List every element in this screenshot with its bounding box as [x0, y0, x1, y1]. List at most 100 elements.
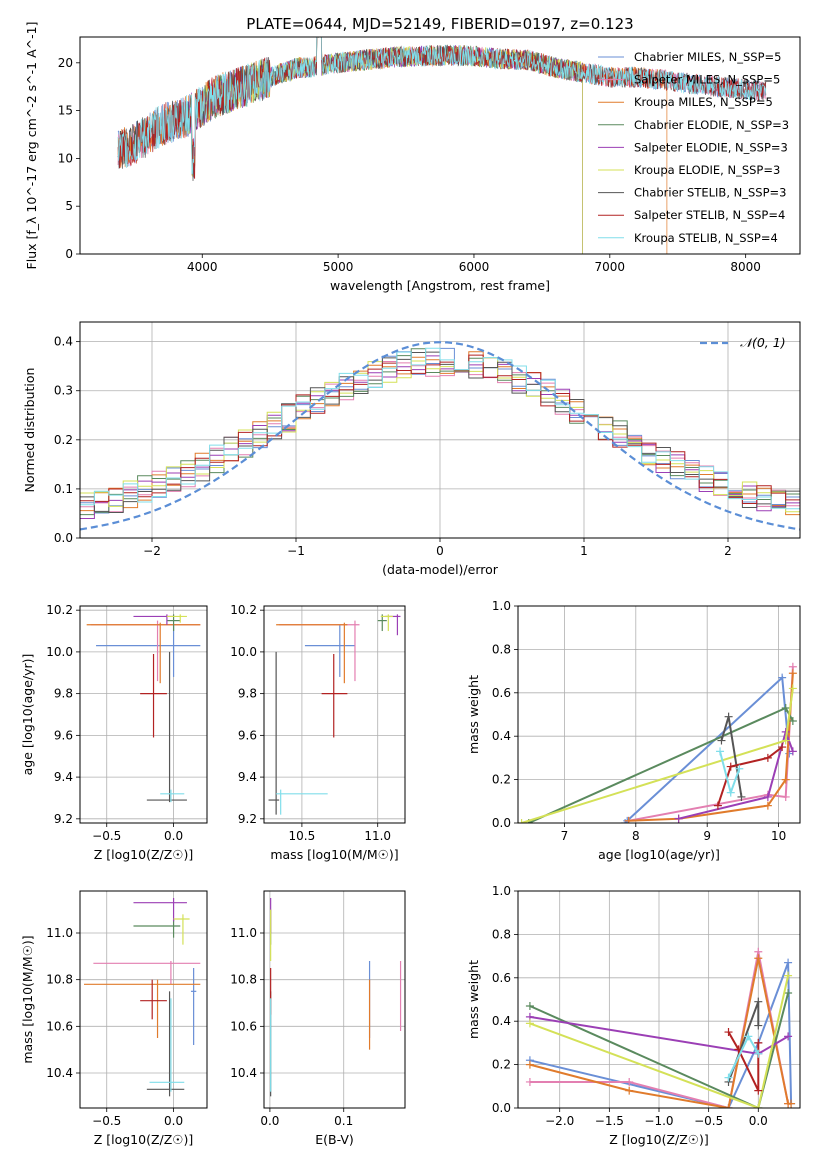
x-axis-label: mass [log10(M/M☉)] — [270, 847, 398, 862]
y-tick-label: 10.4 — [46, 1066, 73, 1080]
y-tick-label: 20 — [58, 56, 73, 70]
errorbar-point — [321, 653, 348, 738]
y-tick-label: 9.2 — [238, 812, 257, 826]
errorbar-point — [190, 968, 197, 1045]
mass-weight-point-marker — [788, 684, 797, 693]
errorbar-point — [380, 614, 393, 632]
figure-title: PLATE=0644, MJD=52149, FIBERID=0197, z=0… — [246, 15, 633, 33]
y-tick-label: 0.4 — [492, 1014, 511, 1028]
axes-frame — [79, 890, 208, 1109]
x-tick-label: 8 — [632, 829, 640, 843]
y-tick-label: 11.0 — [230, 926, 257, 940]
x-tick-label: 0.0 — [164, 829, 183, 843]
y-axis-label: age [log10(age/yr)] — [20, 654, 35, 776]
legend-entry: Kroupa STELIB, N_SSP=4 — [634, 231, 778, 245]
y-axis-label: Normed distribution — [22, 368, 37, 493]
y-axis-label: mass weight — [466, 675, 481, 754]
x-tick-label: 2 — [724, 544, 732, 558]
errorbar-point — [173, 914, 190, 945]
y-tick-label: 0.0 — [54, 531, 73, 545]
errorbar-point — [160, 789, 185, 803]
legend-entry: 𝒩(0, 1) — [740, 335, 786, 350]
x-tick-label: 5000 — [323, 260, 354, 274]
legend-entry: Chabrier ELODIE, N_SSP=3 — [634, 118, 789, 132]
y-tick-label: 10.4 — [230, 1066, 257, 1080]
y-tick-label: 0.3 — [54, 384, 73, 398]
mass-weight-point-marker — [763, 753, 772, 762]
x-tick-label: −0.5 — [92, 829, 121, 843]
y-tick-label: 0.2 — [54, 433, 73, 447]
x-axis-label: Z [log10(Z/Z☉)] — [94, 847, 194, 862]
errorbar-point — [385, 614, 401, 636]
mass-weight-point-marker — [784, 958, 793, 967]
mass-weight-series-line — [624, 675, 791, 823]
y-axis-label: mass [log10(M/M☉)] — [20, 935, 35, 1063]
mass-weight-series-line — [521, 688, 794, 823]
y-tick-label: 10.8 — [230, 973, 257, 987]
mass-weight-point-marker — [518, 819, 526, 823]
mass-weight-point-marker — [788, 717, 797, 726]
mass-weight-point-marker — [784, 971, 793, 980]
y-tick-label: 1.0 — [492, 599, 511, 613]
y-tick-label: 9.8 — [238, 687, 257, 701]
axes-frame — [263, 890, 406, 1109]
mass-weight-series-line — [678, 728, 794, 820]
y-tick-label: 0.6 — [492, 971, 511, 985]
y-tick-label: 10.2 — [46, 603, 73, 617]
legend-entry: Chabrier MILES, N_SSP=5 — [634, 50, 781, 64]
x-tick-label: 0.0 — [749, 1114, 768, 1128]
y-tick-label: 10.0 — [230, 645, 257, 659]
mass-weight-point-marker — [735, 764, 744, 773]
errorbar-point — [166, 614, 187, 623]
residual-histogram-step — [80, 347, 800, 510]
errorbar-point — [93, 961, 201, 985]
y-tick-label: 0.2 — [492, 1058, 511, 1072]
x-tick-label: 7000 — [595, 260, 626, 274]
mass-weight-point-marker — [778, 743, 787, 752]
axes-frame — [517, 605, 801, 824]
legend-entry: Kroupa ELODIE, N_SSP=3 — [634, 163, 780, 177]
errorbar-point — [96, 624, 201, 677]
legend-entry: Kroupa MILES, N_SSP=5 — [634, 95, 773, 109]
mass-weight-point-marker — [754, 997, 763, 1006]
y-tick-label: 0.4 — [492, 729, 511, 743]
mass-weight-point-marker — [754, 1038, 763, 1047]
mass-weight-point-marker — [525, 1019, 534, 1028]
x-tick-label: 10 — [771, 829, 786, 843]
errorbar-point — [276, 622, 348, 684]
y-tick-label: 10.2 — [230, 603, 257, 617]
x-axis-label: Z [log10(Z/Z☉)] — [94, 1132, 194, 1147]
errorbar-point — [84, 979, 201, 1038]
axes-age_vs_Z: −0.5 0.0 9.2 9.4 9.6 9.8 10.0 10.2 Z [log10(Z/Z☉… — [20, 603, 207, 862]
mass-weight-point-marker — [784, 1032, 793, 1041]
mass-weight-point-marker — [525, 1002, 534, 1011]
y-tick-label: 9.6 — [54, 728, 73, 742]
legend-entry: Salpeter STELIB, N_SSP=4 — [634, 208, 785, 222]
axes-mass_vs_Z: −0.5 0.0 10.4 10.6 10.8 11.0 Z [log10(Z/Z☉)] ma… — [20, 891, 207, 1147]
y-tick-label: 0.0 — [492, 816, 511, 830]
mass-weight-point-marker — [625, 1077, 634, 1086]
mass-weight-point-marker — [525, 1060, 534, 1069]
axes-frame — [517, 890, 801, 1109]
errorbar-point — [377, 614, 387, 632]
x-tick-label: −1 — [287, 544, 305, 558]
x-tick-label: 7 — [561, 829, 569, 843]
mass-weight-point-marker — [726, 762, 735, 771]
y-tick-label: 10.8 — [46, 973, 73, 987]
mass-weight-point-marker — [744, 1032, 753, 1041]
errorbar-point — [276, 789, 328, 815]
x-axis-label: Z [log10(Z/Z☉)] — [609, 1132, 709, 1147]
y-tick-label: 9.4 — [54, 770, 73, 784]
mass-weight-point-marker — [781, 792, 790, 801]
x-tick-label: 4000 — [187, 260, 218, 274]
errorbar-point — [133, 898, 187, 922]
mass-weight-point-marker — [625, 1086, 634, 1095]
mass-weight-point-marker — [716, 747, 725, 756]
x-tick-label: 0 — [436, 544, 444, 558]
x-tick-label: 0.0 — [260, 1114, 279, 1128]
x-tick-label: 6000 — [459, 260, 490, 274]
y-tick-label: 9.4 — [238, 770, 257, 784]
y-tick-label: 10.6 — [230, 1019, 257, 1033]
y-tick-label: 15 — [58, 104, 73, 118]
axes-mass_vs_ebv: 0.0 0.1 10.4 10.6 10.8 11.0 E(B-V) — [230, 891, 405, 1147]
